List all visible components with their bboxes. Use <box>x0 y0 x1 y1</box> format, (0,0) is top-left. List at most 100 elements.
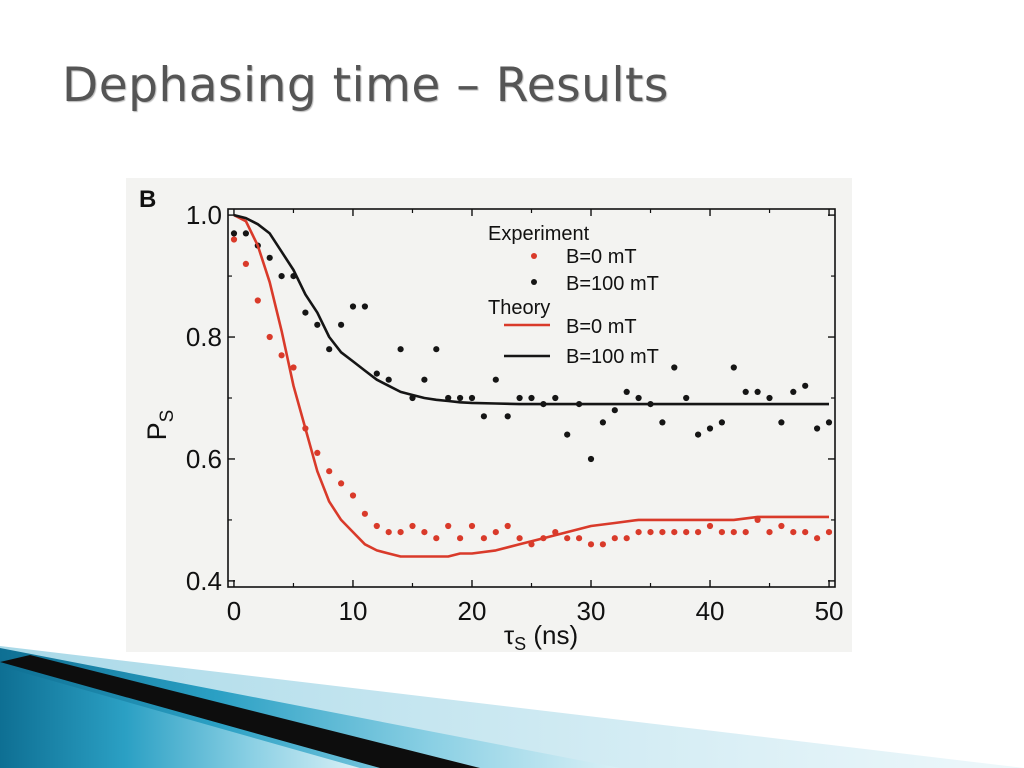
point-experiment-b-100-mt <box>373 370 380 377</box>
point-experiment-b-100-mt <box>480 413 487 420</box>
point-experiment-b-100-mt <box>683 394 690 402</box>
point-experiment-b-100-mt <box>587 455 595 463</box>
point-experiment-b-0-mt <box>706 522 714 530</box>
point-experiment-b-0-mt <box>695 529 702 536</box>
point-experiment-b-100-mt <box>671 364 678 371</box>
decor-teal-front <box>0 666 360 768</box>
figure-panel: B 0 10 20 30 40 50 0.4 0.6 0.8 1.0 Experiment B=0 … <box>126 178 852 652</box>
point-experiment-b-0-mt <box>516 535 523 542</box>
decor-pale-wedge <box>0 646 1024 768</box>
x-tick-label: 20 <box>458 596 487 626</box>
point-experiment-b-0-mt <box>254 297 261 304</box>
y-tick-label: 0.4 <box>186 566 222 596</box>
point-experiment-b-100-mt <box>814 425 821 432</box>
point-experiment-b-0-mt <box>718 529 726 536</box>
point-experiment-b-0-mt <box>671 529 678 536</box>
point-experiment-b-100-mt <box>599 419 606 426</box>
x-tick-label: 10 <box>339 596 368 626</box>
point-experiment-b-0-mt <box>468 522 476 530</box>
slide-title: Dephasing time – Results <box>62 58 669 113</box>
legend-theory-b100-label: B=100 mT <box>566 346 659 368</box>
point-experiment-b-0-mt <box>361 510 368 517</box>
point-experiment-b-0-mt <box>635 529 642 536</box>
point-experiment-b-0-mt <box>647 529 654 536</box>
point-experiment-b-100-mt <box>623 388 630 395</box>
point-experiment-b-100-mt <box>468 394 476 402</box>
point-experiment-b-100-mt <box>349 303 357 310</box>
point-experiment-b-0-mt <box>659 529 666 536</box>
point-experiment-b-0-mt <box>623 535 630 542</box>
point-experiment-b-100-mt <box>778 419 785 426</box>
point-experiment-b-100-mt <box>338 321 345 328</box>
point-experiment-b-100-mt <box>326 346 333 353</box>
point-experiment-b-100-mt <box>385 376 392 383</box>
point-experiment-b-0-mt <box>397 529 404 536</box>
point-experiment-b-100-mt <box>564 431 571 438</box>
point-experiment-b-0-mt <box>576 535 583 542</box>
point-experiment-b-100-mt <box>742 388 749 395</box>
point-experiment-b-100-mt <box>433 346 440 353</box>
legend-theory-b0-label: B=0 mT <box>566 316 637 338</box>
point-experiment-b-0-mt <box>433 535 440 542</box>
point-experiment-b-100-mt <box>790 388 797 395</box>
point-experiment-b-0-mt <box>730 529 737 536</box>
point-experiment-b-0-mt <box>266 333 273 341</box>
point-experiment-b-0-mt <box>230 236 238 243</box>
point-experiment-b-0-mt <box>611 535 618 542</box>
point-experiment-b-0-mt <box>290 364 297 371</box>
x-tick-label: 30 <box>577 596 606 626</box>
point-experiment-b-100-mt <box>552 394 559 402</box>
point-experiment-b-0-mt <box>457 535 464 542</box>
point-experiment-b-100-mt <box>659 419 666 426</box>
legend-exp-b0-label: B=0 mT <box>566 246 637 268</box>
point-experiment-b-100-mt <box>266 254 273 261</box>
point-experiment-b-100-mt <box>361 303 368 310</box>
point-experiment-b-0-mt <box>778 522 785 530</box>
point-experiment-b-0-mt <box>802 529 809 536</box>
point-experiment-b-0-mt <box>326 468 333 475</box>
point-experiment-b-0-mt <box>492 529 499 536</box>
point-experiment-b-0-mt <box>445 522 452 530</box>
point-experiment-b-0-mt <box>278 352 285 359</box>
point-experiment-b-100-mt <box>230 230 238 237</box>
legend-exp-b100-marker <box>531 279 537 285</box>
decor-teal-wedge <box>0 648 620 768</box>
point-experiment-b-100-mt <box>802 382 809 389</box>
point-experiment-b-0-mt <box>242 260 249 267</box>
decor-dark-stripe <box>0 655 480 768</box>
point-experiment-b-0-mt <box>421 529 428 536</box>
point-experiment-b-100-mt <box>457 394 464 402</box>
point-experiment-b-100-mt <box>706 425 714 432</box>
point-experiment-b-100-mt <box>611 407 618 414</box>
curve-theory-b-0-mt <box>233 213 829 558</box>
point-experiment-b-100-mt <box>635 394 642 402</box>
point-experiment-b-0-mt <box>385 529 392 536</box>
point-experiment-b-0-mt <box>814 535 821 542</box>
y-tick-label: 0.8 <box>186 322 222 352</box>
point-experiment-b-100-mt <box>528 394 535 402</box>
y-axis-label: PS <box>142 410 178 441</box>
x-axis-label-sub: S <box>514 634 526 652</box>
point-experiment-b-0-mt <box>349 492 357 499</box>
curve-theory-b-100-mt <box>233 213 829 406</box>
point-experiment-b-100-mt <box>302 309 309 316</box>
dephasing-chart: B 0 10 20 30 40 500.40.60.81.0 ExperimentB=0 … <box>139 186 844 652</box>
point-experiment-b-100-mt <box>278 273 285 280</box>
point-experiment-b-100-mt <box>754 388 761 395</box>
point-experiment-b-0-mt <box>480 535 487 542</box>
x-tick-label: 0 <box>227 596 241 626</box>
legend-exp-b100-label: B=100 mT <box>566 273 659 295</box>
legend-experiment-heading: Experiment <box>488 223 590 245</box>
x-axis-label-main: τ <box>504 620 515 650</box>
point-experiment-b-100-mt <box>314 321 321 328</box>
point-experiment-b-0-mt <box>373 522 380 530</box>
point-experiment-b-0-mt <box>564 535 571 542</box>
point-experiment-b-100-mt <box>730 364 737 371</box>
point-experiment-b-100-mt <box>718 419 726 426</box>
point-experiment-b-100-mt <box>825 419 833 426</box>
y-axis-label-main: P <box>142 422 172 440</box>
point-experiment-b-100-mt <box>242 230 249 237</box>
point-experiment-b-100-mt <box>695 431 702 438</box>
point-experiment-b-100-mt <box>421 376 428 383</box>
